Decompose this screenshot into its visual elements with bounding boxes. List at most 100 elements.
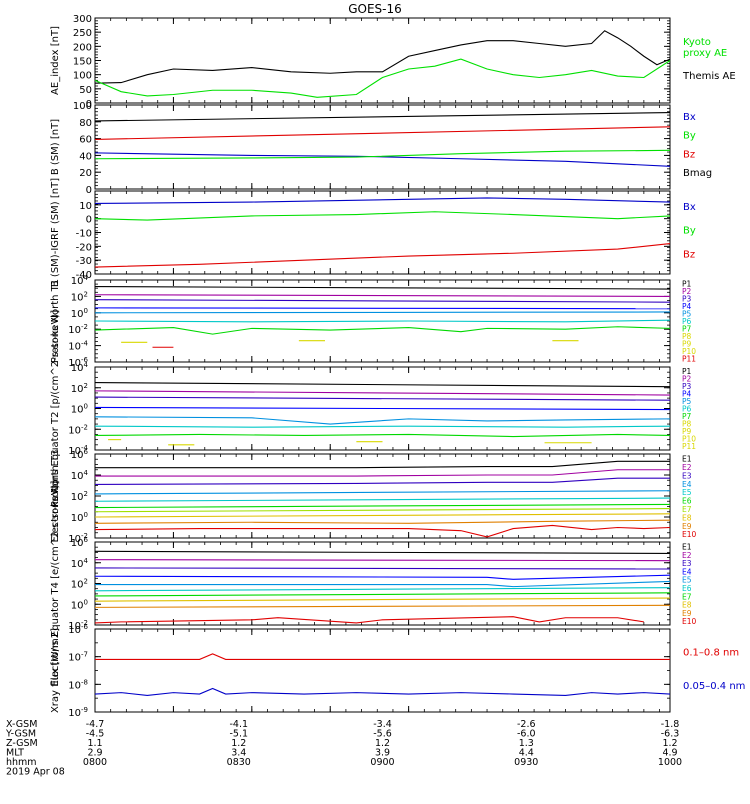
coord-row-value: -6.3 <box>661 729 680 740</box>
legend-label: P11 <box>682 442 696 451</box>
coord-row-value: 3.9 <box>375 748 390 759</box>
panel-frame <box>94 17 671 104</box>
y-tick-label: 104 <box>71 557 89 570</box>
legend-label: E4 <box>682 567 692 576</box>
legend-label: E3 <box>682 471 692 480</box>
coord-row-label: Z-GSM <box>6 738 38 749</box>
legend-label: E3 <box>682 559 692 568</box>
y-tick-label: 102 <box>71 382 88 395</box>
y-tick-label: 102 <box>71 290 88 303</box>
series-line-e6 <box>94 503 671 509</box>
series-line-e8 <box>94 513 671 518</box>
coord-row-value: 4.9 <box>662 748 677 759</box>
coord-row-value: -4.1 <box>229 719 248 730</box>
legend-label: E5 <box>682 576 692 585</box>
y-tick-label: 10-4 <box>68 444 88 457</box>
series-line-e7 <box>94 592 671 597</box>
coord-row-value: 4.4 <box>519 748 534 759</box>
y-tick-label: 300 <box>73 14 92 25</box>
series-line-p7 <box>94 326 671 335</box>
y-axis-label: AE_index [nT] <box>50 26 61 95</box>
legend-label: P4 <box>682 302 692 311</box>
y-tick-label: 80 <box>79 118 92 129</box>
legend-label: E1 <box>682 455 692 464</box>
coord-row-value: -3.4 <box>373 719 392 730</box>
coord-row-value: -5.1 <box>229 729 248 740</box>
legend-label: E5 <box>682 488 692 497</box>
series-line-e5 <box>94 497 671 502</box>
legend-label: Themis AE <box>682 71 736 82</box>
coord-row-value: 1.1 <box>87 738 102 749</box>
y-axis-label: Electrons North T3 <box>50 449 61 542</box>
panel-frame <box>94 628 671 713</box>
legend-label: Bmag <box>683 168 712 179</box>
series-line-p4 <box>94 307 671 310</box>
series-line-e2 <box>94 559 671 562</box>
series-line-0-1-0-8-nm <box>95 653 670 660</box>
legend-label: P3 <box>682 382 692 391</box>
series-line-e4 <box>94 574 671 580</box>
panel-frame <box>94 190 671 275</box>
coord-row-value: -4.7 <box>86 719 105 730</box>
series-line-p1 <box>94 286 671 290</box>
series-line-kyoto-proxy-ae <box>94 58 671 98</box>
series-line-bx <box>94 197 671 204</box>
y-tick-label: 10-8 <box>68 678 88 691</box>
series-line-p3 <box>94 299 671 303</box>
panel-frame <box>94 541 671 626</box>
coord-row-label: MLT <box>6 748 24 759</box>
series-line-e10 <box>94 616 644 624</box>
y-axis-label: B (SM)-IGRF (SM) [nT] <box>50 178 61 287</box>
coord-row-value: 3.4 <box>231 748 246 759</box>
y-tick-label: 10-7 <box>68 651 88 664</box>
coord-row-value: -2.6 <box>517 719 536 730</box>
series-line-p2 <box>94 390 671 396</box>
coord-row-value: 1.2 <box>375 738 390 749</box>
y-tick-label: 0 <box>86 99 92 110</box>
coord-row-value: 0930 <box>514 757 538 768</box>
legend-label: P3 <box>682 295 692 304</box>
series-line-e3 <box>94 477 670 486</box>
legend-label: E2 <box>682 463 692 472</box>
coord-row-label: X-GSM <box>6 719 37 730</box>
legend-label: Bx <box>683 202 696 213</box>
coord-row-value: 1000 <box>658 757 682 768</box>
y-tick-label: -40 <box>76 270 92 281</box>
legend-label: By <box>683 131 696 142</box>
legend-label: P2 <box>682 287 692 296</box>
coord-row-value: 0900 <box>370 757 394 768</box>
y-tick-label: 10-2 <box>68 619 88 632</box>
series-line-bmag <box>94 112 671 122</box>
y-tick-label: 106 <box>71 448 89 461</box>
series-line-e6 <box>94 587 671 592</box>
y-tick-label: 100 <box>71 598 88 611</box>
legend-label: proxy AE <box>683 48 727 59</box>
series-line-by <box>94 211 671 221</box>
series-line-e7 <box>94 508 671 513</box>
y-tick-label: 10 <box>79 201 92 212</box>
y-tick-label: 0 <box>86 215 92 226</box>
series-line-p4 <box>94 406 671 411</box>
series-line-bx <box>94 152 671 167</box>
y-axis-label: Electrons Equator T4 [e/(cm^2-s-sr-keV)] <box>50 481 61 687</box>
y-tick-label: 104 <box>71 274 89 287</box>
y-tick-label: 150 <box>73 57 92 68</box>
series-line-e5 <box>95 580 671 588</box>
series-line-bz <box>94 126 671 140</box>
y-tick-label: 250 <box>73 28 92 39</box>
y-tick-label: 40 <box>79 151 92 162</box>
y-axis-label: Protons North T1 <box>50 279 61 363</box>
legend-label: Bz <box>683 149 695 160</box>
y-axis-label: B (SM) [nT] <box>50 119 61 175</box>
series-line-p5 <box>94 311 671 314</box>
legend-label: P6 <box>682 317 692 326</box>
series-line-themis-ae <box>94 30 671 84</box>
legend-label: E10 <box>682 530 697 539</box>
coord-row-value: 1.2 <box>662 738 677 749</box>
legend-label: E4 <box>682 480 692 489</box>
legend-label: P7 <box>682 412 692 421</box>
legend-label: P2 <box>682 374 692 383</box>
coord-row-value: -5.6 <box>373 729 392 740</box>
series-line-e4 <box>94 490 671 495</box>
y-tick-label: 200 <box>73 42 92 53</box>
